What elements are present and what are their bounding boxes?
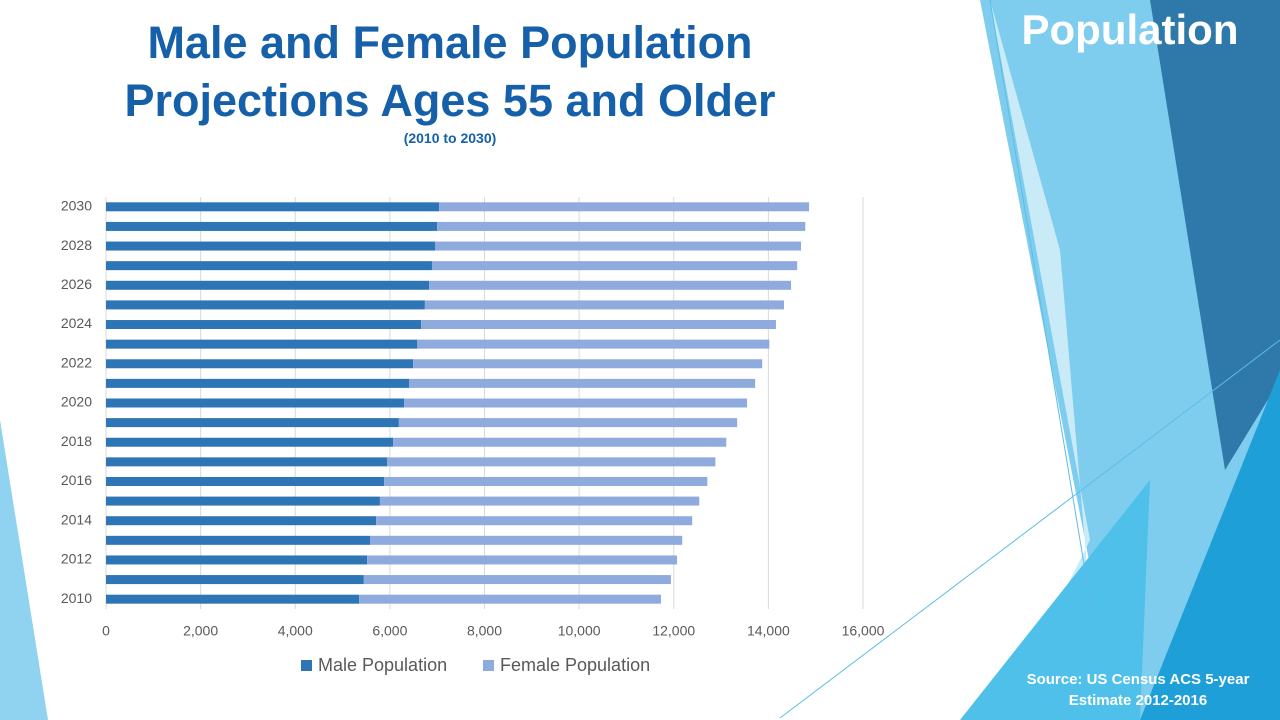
bar-segment [106, 320, 422, 330]
bar-segment [106, 496, 380, 506]
y-tick-label: 2024 [61, 315, 92, 331]
bar-segment [424, 300, 784, 310]
bar-segment [435, 241, 802, 251]
bar-segment [106, 437, 394, 447]
bar-segment [106, 516, 377, 526]
bar-segment [367, 555, 678, 565]
chart-title: Male and Female Population Projections A… [124, 17, 776, 126]
bar-segment [370, 535, 683, 545]
x-tick-label: 12,000 [652, 623, 695, 639]
y-tick-label: 2012 [61, 551, 92, 567]
bar-segment [417, 339, 770, 349]
bar-segment [106, 398, 405, 408]
x-tick-label: 16,000 [842, 623, 885, 639]
y-tick-label: 2020 [61, 394, 92, 410]
slide-heading: Population [1021, 6, 1239, 53]
bar-segment [106, 359, 414, 369]
y-tick-label: 2030 [61, 198, 92, 214]
x-tick-label: 10,000 [558, 623, 601, 639]
y-tick-label: 2028 [61, 237, 92, 253]
x-tick-label: 14,000 [747, 623, 790, 639]
bar-segment [106, 339, 418, 349]
decor-shape [960, 480, 1150, 720]
bar-segment [106, 221, 438, 231]
y-tick-label: 2026 [61, 276, 92, 292]
bar-segment [106, 594, 360, 604]
bar-segment [106, 575, 364, 585]
bar-segment [413, 359, 763, 369]
bar-segment [437, 221, 806, 231]
bar-segment [376, 516, 693, 526]
bar-segment [431, 261, 798, 271]
bar-segment [106, 261, 432, 271]
x-tick-label: 2,000 [183, 623, 218, 639]
bar-segment [106, 300, 425, 310]
bar-segment [106, 202, 440, 212]
decor-line [779, 339, 1280, 719]
x-tick-label: 0 [102, 623, 110, 639]
legend-swatch [301, 660, 312, 671]
bar-segment [106, 476, 385, 486]
bar-segment [106, 280, 430, 290]
y-tick-label: 2016 [61, 472, 92, 488]
y-tick-label: 2022 [61, 354, 92, 370]
bar-segment [393, 437, 727, 447]
bar-segment [404, 398, 748, 408]
bar-segment [398, 418, 738, 428]
bar-segment [359, 594, 661, 604]
bar-segment [106, 555, 368, 565]
bar-segment [363, 575, 671, 585]
legend-label: Male Population [318, 655, 447, 675]
legend-swatch [483, 660, 494, 671]
source-note: Source: US Census ACS 5-year Estimate 20… [1026, 671, 1250, 709]
bar-segment [384, 476, 708, 486]
y-tick-label: 2014 [61, 511, 92, 527]
decor-shape [1140, 370, 1280, 720]
y-tick-label: 2018 [61, 433, 92, 449]
y-tick-label: 2010 [61, 590, 92, 606]
bar-segment [429, 280, 792, 290]
bar-segment [387, 457, 716, 467]
decor-shape [1150, 0, 1280, 470]
decor-line [989, 0, 1111, 720]
bar-segment [409, 378, 756, 388]
x-tick-label: 4,000 [278, 623, 313, 639]
bar-segment [439, 202, 810, 212]
legend-label: Female Population [500, 655, 650, 675]
x-tick-label: 6,000 [372, 623, 407, 639]
chart-subtitle: (2010 to 2030) [403, 130, 497, 146]
bar-segment [106, 241, 436, 251]
bar-segment [421, 320, 776, 330]
decor-shape [0, 420, 48, 720]
bar-segment [106, 535, 371, 545]
bar-segment [106, 457, 388, 467]
bar-segment [106, 418, 399, 428]
bar-segment [379, 496, 700, 506]
x-tick-label: 8,000 [467, 623, 502, 639]
bar-segment [106, 378, 410, 388]
